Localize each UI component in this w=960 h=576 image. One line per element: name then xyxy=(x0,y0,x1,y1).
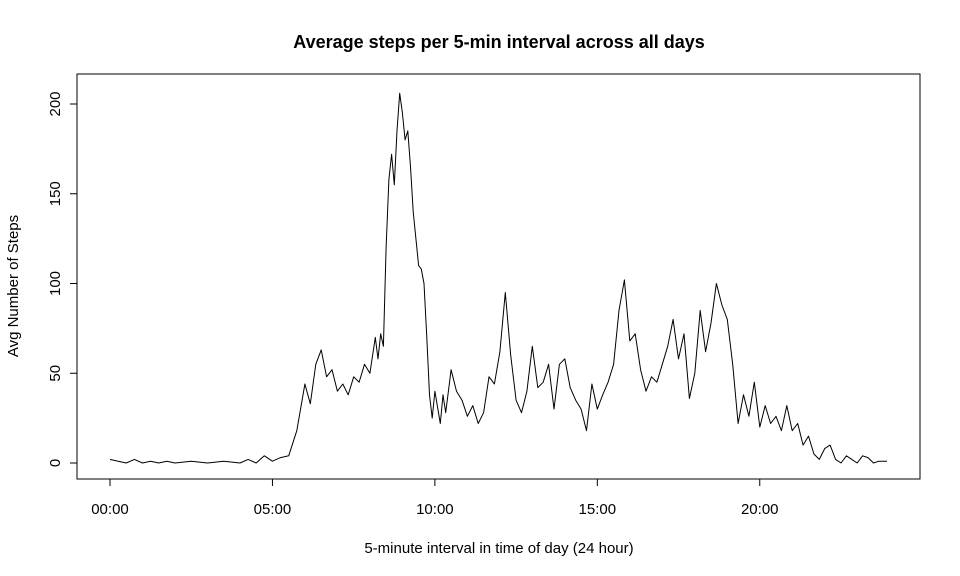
y-axis: 0 50 100 150 200 xyxy=(47,91,78,467)
y-tick-label: 50 xyxy=(47,365,64,382)
plot-frame xyxy=(76,73,921,480)
y-axis-label: Avg Number of Steps xyxy=(5,215,22,357)
y-tick-label: 150 xyxy=(47,181,64,206)
x-tick-label: 20:00 xyxy=(741,501,779,518)
y-tick-label: 200 xyxy=(47,91,64,116)
x-tick-label: 10:00 xyxy=(416,501,454,518)
y-tick-label: 0 xyxy=(47,459,64,467)
x-axis: 00:00 05:00 10:00 15:00 20:00 xyxy=(91,478,779,518)
y-tick-label: 100 xyxy=(47,271,64,296)
x-axis-label: 5-minute interval in time of day (24 hou… xyxy=(364,540,633,557)
x-tick-label: 00:00 xyxy=(91,501,129,518)
chart-title: Average steps per 5-min interval across … xyxy=(293,32,705,52)
series-layer xyxy=(109,92,887,464)
series-line-0 xyxy=(109,92,887,464)
x-tick-label: 15:00 xyxy=(579,501,617,518)
x-tick-label: 05:00 xyxy=(254,501,292,518)
